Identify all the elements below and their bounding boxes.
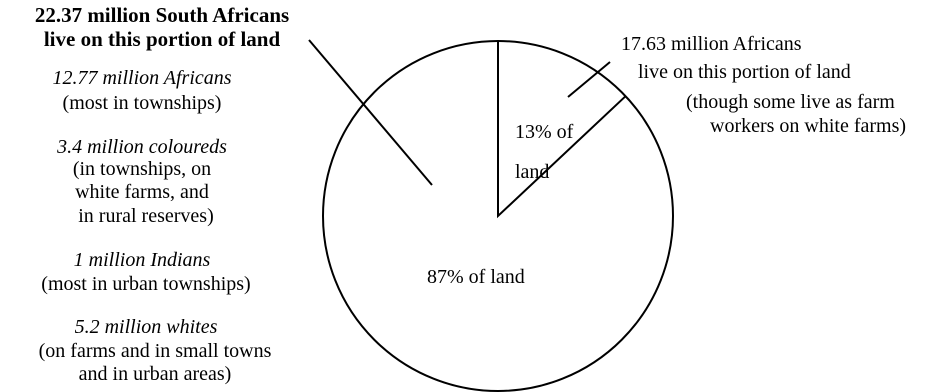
group-africans-name: 12.77 million Africans [52,67,231,89]
right-annotation-line4: workers on white farms) [710,115,906,137]
right-annotation: 17.63 million Africans live on this port… [621,33,906,137]
pie-slice-13-percent [497,41,627,219]
group-whites-detail-1: (on farms and in small towns [39,340,272,362]
group-coloureds-detail-2: white farms, and [75,181,209,203]
right-annotation-line3: (though some live as farm [686,91,895,113]
right-annotation-line1: 17.63 million Africans [621,33,802,55]
slice-small-label-line1: 13% of [515,121,574,143]
group-africans-detail: (most in townships) [63,92,222,114]
left-title-line1: 22.37 million South Africans [35,3,289,27]
right-annotation-line2: live on this portion of land [638,61,851,83]
group-indians-name: 1 million Indians [74,249,211,271]
group-coloureds-name: 3.4 million coloureds [56,136,227,158]
right-leader-line [567,61,611,98]
group-whites-name: 5.2 million whites [75,316,218,338]
group-coloureds-detail-3: in rural reserves) [78,205,214,227]
left-title-line2: live on this portion of land [44,27,281,51]
group-indians-detail: (most in urban townships) [41,273,250,295]
slice-small-label-line2: land [515,161,549,183]
slice-large-label: 87% of land [427,266,525,288]
group-coloureds-detail-1: (in townships, on [73,158,211,180]
left-annotation: 22.37 million South Africans live on thi… [35,3,289,385]
pie: 13% of land 87% of land [322,40,674,392]
group-whites-detail-2: and in urban areas) [79,363,232,385]
left-leader-line [308,39,433,186]
